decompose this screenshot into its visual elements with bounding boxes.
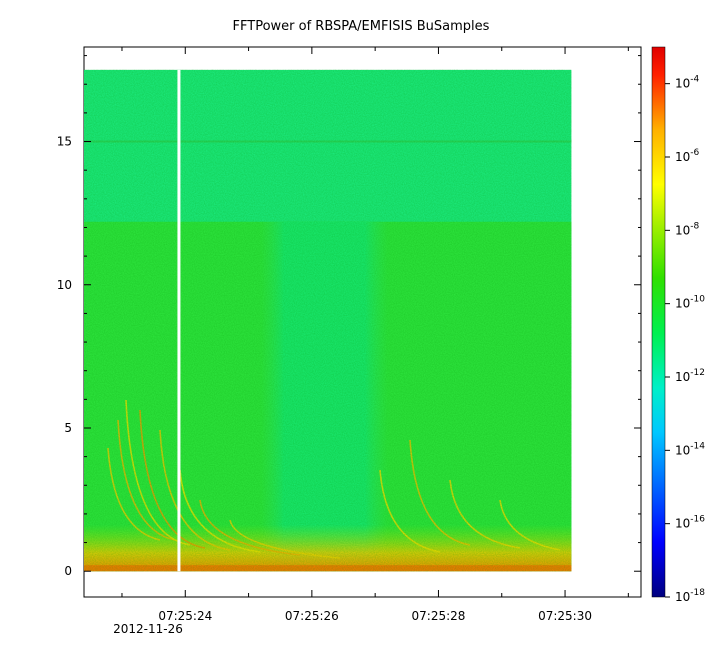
- colorbar-tick-label: 10-10: [675, 295, 705, 311]
- chart-title: FFTPower of RBSPA/EMFISIS BuSamples: [233, 19, 490, 34]
- speckle-texture: [84, 69, 572, 572]
- spectrogram-image: [84, 69, 572, 572]
- x-tick-label: 07:25:24: [158, 609, 212, 623]
- colorbar-tick-label: 10-8: [675, 221, 700, 237]
- y-tick-label: 5: [64, 421, 72, 435]
- colorbar-tick-label: 10-18: [675, 588, 705, 604]
- colorbar-tick-label: 10-6: [675, 148, 700, 164]
- colorbar: [651, 46, 666, 598]
- colorbar-tick-label: 10-4: [675, 75, 700, 91]
- x-tick-label: 07:25:30: [538, 609, 592, 623]
- y-tick-label: 10: [57, 278, 72, 292]
- y-tick-label: 15: [57, 135, 72, 149]
- colorbar-tick-label: 10-16: [675, 515, 705, 531]
- x-tick-label: 07:25:28: [412, 609, 466, 623]
- x-tick-label: 07:25:26: [285, 609, 339, 623]
- colorbar-tick-label: 10-14: [675, 441, 705, 457]
- y-tick-label: 0: [64, 564, 72, 578]
- data-gap: [177, 69, 181, 572]
- x-date-label: 2012-11-26: [113, 622, 183, 636]
- colorbar-tick-label: 10-12: [675, 368, 705, 384]
